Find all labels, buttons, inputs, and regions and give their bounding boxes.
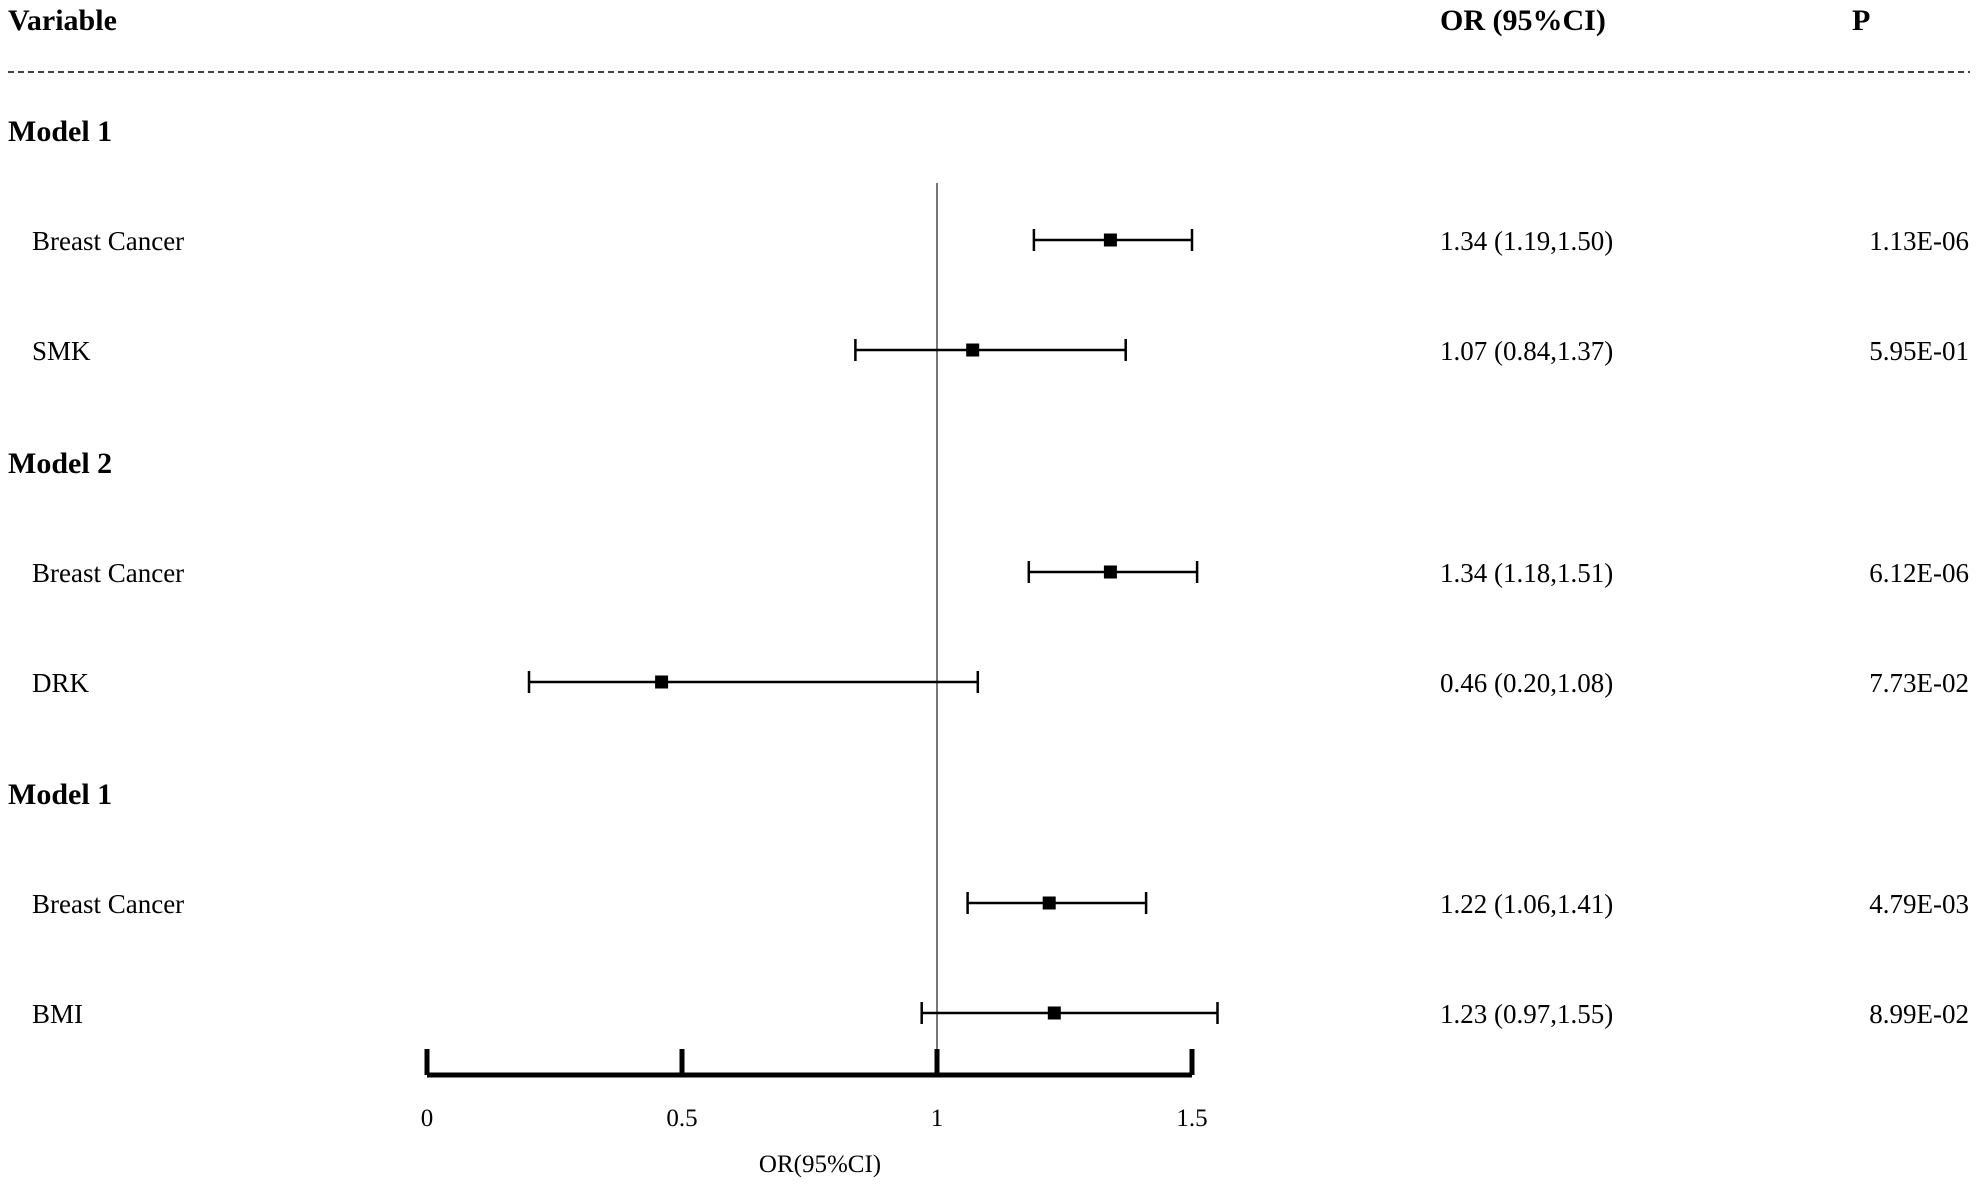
header-p: P: [1852, 4, 1870, 37]
row-label: DRK: [32, 668, 90, 698]
row-label: Breast Cancer: [32, 558, 184, 588]
row-label: Breast Cancer: [32, 226, 184, 256]
x-tick-label: 1.5: [1176, 1105, 1207, 1132]
p-value: 7.73E-02: [1869, 668, 1969, 698]
x-axis-label: OR(95%CI): [759, 1151, 881, 1178]
p-value: 8.99E-02: [1869, 999, 1969, 1029]
point-estimate: [655, 675, 669, 689]
row-label: SMK: [32, 336, 91, 366]
or-ci-value: 0.46 (0.20,1.08): [1440, 668, 1613, 698]
or-ci-value: 1.34 (1.18,1.51): [1440, 558, 1613, 588]
group-title: Model 2: [8, 447, 112, 480]
point-estimate: [1103, 565, 1117, 579]
header-or-ci: OR (95%CI): [1440, 4, 1606, 37]
or-ci-value: 1.22 (1.06,1.41): [1440, 889, 1613, 919]
p-value: 1.13E-06: [1869, 226, 1969, 256]
x-tick-label: 1: [931, 1105, 944, 1132]
row-label: Breast Cancer: [32, 889, 184, 919]
x-tick-label: 0.5: [666, 1105, 697, 1132]
x-axis: 0 0.5 1 1.5: [421, 1049, 1208, 1132]
point-estimate: [1047, 1006, 1061, 1020]
point-estimate: [966, 343, 980, 357]
row-label: BMI: [32, 999, 83, 1029]
group-title: Model 1: [8, 115, 112, 148]
group-title: Model 1: [8, 778, 112, 811]
point-estimate: [1103, 233, 1117, 247]
x-tick-label: 0: [421, 1105, 434, 1132]
or-ci-value: 1.34 (1.19,1.50): [1440, 226, 1613, 256]
or-ci-value: 1.23 (0.97,1.55): [1440, 999, 1613, 1029]
or-ci-value: 1.07 (0.84,1.37): [1440, 336, 1613, 366]
rows-layer: Model 1 Breast Cancer 1.34 (1.19,1.50) 1.13…: [8, 115, 1969, 1029]
p-value: 6.12E-06: [1869, 558, 1969, 588]
point-estimate: [1042, 896, 1056, 910]
p-value: 5.95E-01: [1869, 336, 1969, 366]
header-variable: Variable: [8, 4, 117, 37]
p-value: 4.79E-03: [1869, 889, 1969, 919]
